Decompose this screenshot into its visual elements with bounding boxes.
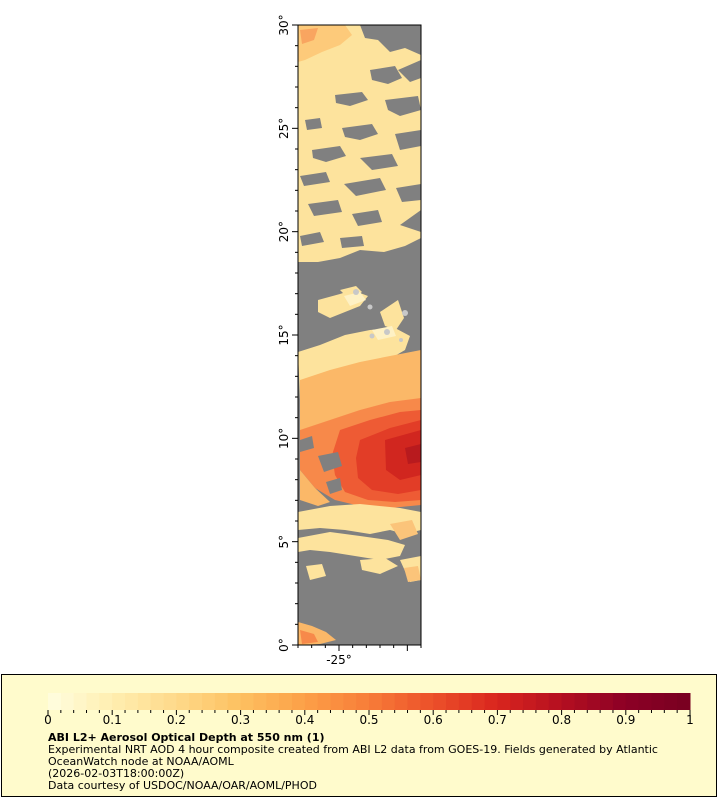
legend-panel: 0 0.1 0.2 0.3 0.4 0.5 0.6 0.7 0.8 0.9 1 ABI L2+ Ae… [1,674,717,797]
longitude-axis: -25° [297,645,422,667]
colorbar-segment [279,693,293,710]
latitude-axis: 0° 5° 10° 15° 20° 25° 30° [277,14,298,652]
aod-region-south-orange [390,520,421,582]
aod-plume-edge [300,470,330,506]
colorbar-segment [291,693,306,710]
colorbar-tick-label: 0.3 [231,713,250,727]
colorbar-segment [356,693,370,710]
colorbar-segment [574,693,588,710]
colorbar-tick-label: 0.6 [424,713,443,727]
colorbar-tick-label: 0.1 [103,713,122,727]
aod-region-north-orange [300,28,318,44]
colorbar-tick-label: 0.5 [359,713,378,727]
colorbar-segment [253,693,267,710]
lat-tick-label: 10° [277,428,291,449]
colorbar-segment [150,693,165,710]
lat-tick-label: 30° [277,14,291,35]
colorbar-segment [343,693,357,710]
legend-caption: ABI L2+ Aerosol Optical Depth at 550 nm … [48,732,688,792]
colorbar-segment [535,693,550,710]
colorbar-segment [86,693,100,710]
colorbar-segment [60,693,75,710]
colorbar-segment [381,693,396,710]
aod-region-mid-orange [300,350,421,435]
colorbar-segment [497,693,511,710]
colorbar-segment [163,693,177,710]
colorbar-segment [189,693,203,710]
lat-tick-label: 0° [277,638,291,652]
colorbar-segment [407,693,421,710]
colorbar-segment [677,693,691,710]
colorbar-segment [548,693,563,710]
colorbar-segment [523,693,537,710]
colorbar-tick-label: 0.4 [295,713,314,727]
cloud-gaps-north [300,25,421,248]
colorbar-segment [176,693,190,710]
aod-plume [300,398,421,508]
colorbar-ticks: 0 0.1 0.2 0.3 0.4 0.5 0.6 0.7 0.8 0.9 1 [44,710,694,727]
colorbar-tick-label: 0.8 [552,713,571,727]
lat-tick-label: 25° [277,118,291,139]
colorbar-tick-label: 0.7 [488,713,507,727]
colorbar-segment [484,693,498,710]
colorbar-segment [420,693,434,710]
colorbar-segment [266,693,280,710]
colorbar-segment [112,693,126,710]
legend-timestamp: (2026-02-03T18:00:00Z) [48,767,185,780]
colorbar-segment [471,693,486,710]
colorbar-segment [48,693,62,710]
colorbar-tick-label: 0.9 [616,713,635,727]
colorbar-segment [458,693,473,710]
colorbar-segment [369,693,383,710]
colorbar-segment [446,693,460,710]
colorbar-tick-label: 0 [44,713,52,727]
colorbar-segment [561,693,575,710]
colorbar-segment [433,693,447,710]
colorbar-segment [240,693,254,710]
map-figure: 0° 5° 10° 15° 20° 25° 30° -25° [277,14,422,667]
colorbar-segments [48,693,691,710]
colorbar: 0 0.1 0.2 0.3 0.4 0.5 0.6 0.7 0.8 0.9 1 [44,693,694,727]
colorbar-segment [612,693,627,710]
lat-tick-label: 15° [277,324,291,345]
aod-map-plot [298,25,421,645]
islands [353,289,408,342]
colorbar-segment [394,693,409,710]
legend-title: ABI L2+ Aerosol Optical Depth at 550 nm … [48,731,325,744]
legend-description: Experimental NRT AOD 4 hour composite cr… [48,743,658,768]
colorbar-segment [202,693,216,710]
lat-tick-label: 20° [277,221,291,242]
colorbar-segment [125,693,139,710]
colorbar-tick-label: 0.2 [167,713,186,727]
colorbar-segment [330,693,344,710]
cloud-gaps-mid [300,436,342,494]
colorbar-segment [664,693,678,710]
colorbar-segment [304,693,319,710]
colorbar-segment [137,693,152,710]
legend-credit: Data courtesy of USDOC/NOAA/OAR/AOML/PHO… [48,779,317,792]
colorbar-segment [317,693,331,710]
lat-tick-label: 5° [277,535,291,549]
colorbar-segment [638,693,652,710]
colorbar-segment [600,693,614,710]
colorbar-segment [227,693,242,710]
colorbar-segment [99,693,113,710]
colorbar-tick-label: 1 [686,713,694,727]
colorbar-segment [73,693,88,710]
aod-region-equator [298,622,336,645]
lon-tick-label: -25° [326,653,352,667]
colorbar-segment [651,693,665,710]
colorbar-segment [625,693,640,710]
colorbar-segment [510,693,524,710]
colorbar-segment [214,693,229,710]
aod-region-mid-light [344,292,396,340]
colorbar-segment [587,693,601,710]
